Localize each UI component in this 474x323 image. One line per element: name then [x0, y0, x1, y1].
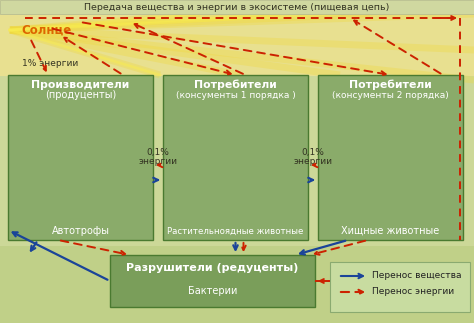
Text: (продуценты): (продуценты) [45, 90, 116, 100]
Text: (консументы 2 порядка): (консументы 2 порядка) [332, 90, 449, 99]
Bar [0, 0, 474, 14]
Text: Передача вещества и энергии в экосистеме (пищевая цепь): Передача вещества и энергии в экосистеме… [84, 3, 390, 12]
Text: Производители: Производители [31, 80, 129, 90]
Bar [110, 255, 315, 307]
Text: Перенос энергии: Перенос энергии [372, 287, 454, 297]
Bar [0, 246, 474, 323]
Text: Разрушители (редуценты): Разрушители (редуценты) [126, 263, 299, 273]
Bar [8, 75, 153, 240]
Text: 0,1%: 0,1% [146, 149, 169, 158]
Text: 0,1%: 0,1% [301, 149, 324, 158]
Text: Солнце: Солнце [21, 24, 71, 36]
Bar [330, 262, 470, 312]
Text: Перенос вещества: Перенос вещества [372, 272, 462, 280]
Text: Потребители: Потребители [349, 80, 432, 90]
Text: Потребители: Потребители [194, 80, 277, 90]
Text: (консументы 1 порядка ): (консументы 1 порядка ) [176, 90, 295, 99]
Text: энергии: энергии [293, 158, 332, 166]
Text: 1% энергии: 1% энергии [22, 58, 78, 68]
Bar [318, 75, 463, 240]
Text: Растительноядные животные: Растительноядные животные [167, 226, 304, 235]
Text: Хищные животные: Хищные животные [341, 226, 439, 236]
Bar [0, 14, 474, 76]
Text: Автотрофы: Автотрофы [52, 226, 109, 236]
Bar [0, 76, 474, 246]
Bar [163, 75, 308, 240]
Text: энергии: энергии [138, 158, 177, 166]
Text: Бактерии: Бактерии [188, 286, 237, 296]
